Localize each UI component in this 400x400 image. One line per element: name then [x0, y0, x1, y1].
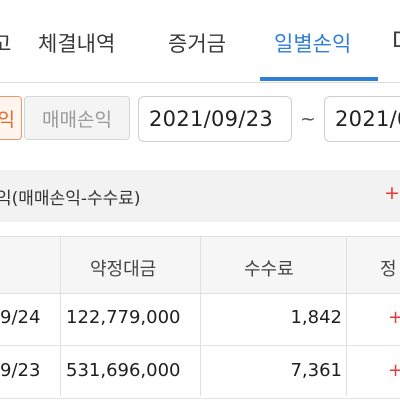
summary-label: 익(매매손익-수수료)	[0, 189, 141, 209]
tab-partial-right[interactable]: D	[392, 28, 400, 52]
tab-executions[interactable]: 체결내역	[38, 32, 116, 56]
row-sign: +	[388, 360, 400, 381]
column-divider	[60, 236, 61, 396]
pnl-type-toggle-left[interactable]: 익	[0, 96, 22, 140]
summary-value: +	[384, 182, 400, 204]
row-amount: 122,779,000	[66, 307, 181, 328]
column-divider	[200, 236, 201, 396]
header-contract-amount: 약정대금	[90, 259, 157, 280]
active-tab-indicator	[260, 77, 378, 81]
tab-bar: 고 체결내역 증거금 일별손익 D	[0, 0, 400, 83]
table-row[interactable]: 9/23 531,696,000 7,361 +	[0, 346, 400, 399]
row-fee: 7,361	[290, 360, 342, 381]
summary-bar: 익(매매손익-수수료) +	[0, 170, 400, 222]
date-from-field[interactable]: 2021/09/23	[138, 96, 292, 142]
header-partial: 정	[380, 259, 397, 280]
column-divider	[346, 236, 347, 396]
row-sign: +	[388, 307, 400, 328]
date-separator: ~	[300, 108, 316, 130]
tab-margin[interactable]: 증거금	[168, 32, 226, 56]
tab-daily-pnl[interactable]: 일별손익	[274, 32, 352, 56]
filter-row: 익 매매손익 2021/09/23 ~ 2021/09/	[0, 90, 400, 160]
toggle-left-label: 익	[0, 105, 15, 132]
header-fee: 수수료	[244, 259, 294, 280]
row-amount: 531,696,000	[66, 360, 181, 381]
row-fee: 1,842	[290, 307, 342, 328]
tab-partial-left[interactable]: 고	[0, 32, 12, 56]
date-to-field[interactable]: 2021/09/	[324, 96, 400, 142]
toggle-right-label: 매매손익	[42, 108, 112, 131]
pnl-type-toggle-trading[interactable]: 매매손익	[24, 96, 130, 140]
row-date: 9/23	[0, 360, 41, 381]
row-date: 9/24	[0, 307, 41, 328]
table-row[interactable]: 9/24 122,779,000 1,842 +	[0, 293, 400, 346]
